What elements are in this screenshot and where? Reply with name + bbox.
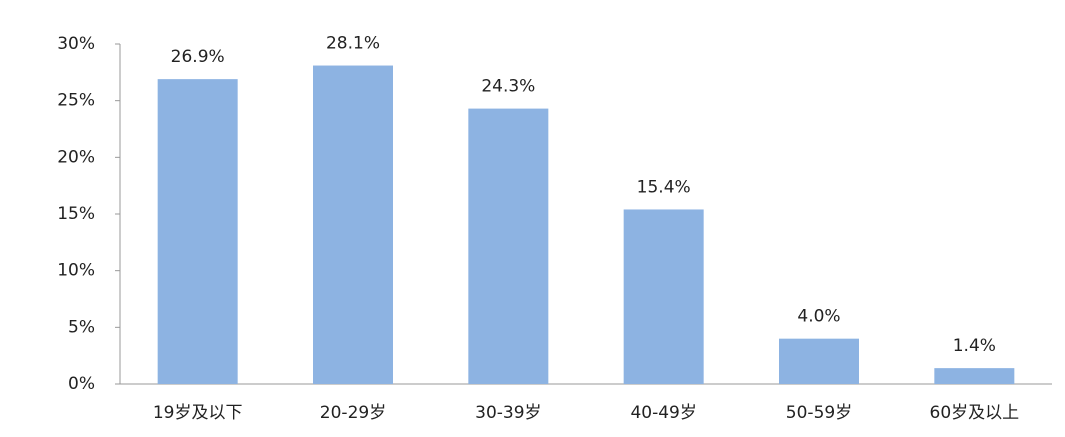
x-tick-label: 40-49岁 [630, 403, 696, 423]
data-label: 15.4% [637, 177, 691, 197]
y-tick-label: 0% [68, 374, 95, 394]
data-label: 28.1% [326, 34, 380, 54]
x-tick-label: 30-39岁 [475, 403, 541, 423]
bar [313, 65, 393, 385]
y-tick-label: 15% [57, 204, 95, 224]
bar [468, 108, 549, 384]
x-tick-label: 50-59岁 [786, 403, 852, 423]
x-tick-label: 60岁及以上 [930, 403, 1020, 423]
data-label: 1.4% [953, 336, 996, 356]
y-tick-label: 10% [57, 261, 95, 281]
y-tick-label: 5% [68, 317, 95, 337]
y-tick-label: 25% [57, 91, 95, 111]
y-tick-label: 30% [57, 34, 95, 54]
data-label: 24.3% [481, 77, 535, 97]
bar [779, 338, 859, 384]
bar [157, 79, 238, 384]
x-tick-label: 20-29岁 [320, 403, 386, 423]
bar [934, 368, 1015, 384]
y-tick-label: 20% [57, 147, 95, 167]
x-tick-label: 19岁及以下 [153, 403, 243, 423]
data-label: 4.0% [797, 307, 840, 327]
bar [623, 209, 704, 384]
data-label: 26.9% [171, 47, 225, 67]
